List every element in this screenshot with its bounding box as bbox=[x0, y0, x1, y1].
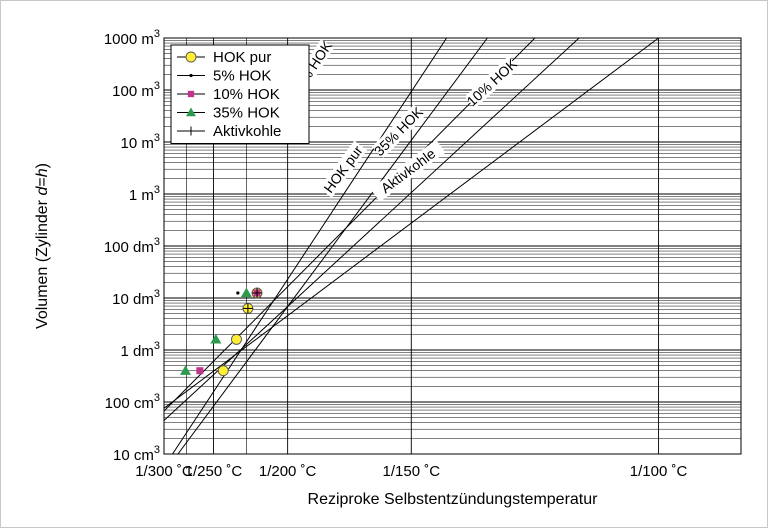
y-tick-labels: 10 cm3 100 cm3 1 dm3 10 dm3 100 dm3 1 m3 10 m3… bbox=[104, 28, 160, 464]
x-tick-labels: 1/300 ˚C1/250 ˚C 1/200 ˚C 1/150 ˚C 1/100 ˚C bbox=[135, 463, 687, 480]
y-tick-label: 10 m3 bbox=[121, 132, 160, 152]
x-tick-label: 1/200 ˚C bbox=[259, 463, 317, 480]
y-tick-label: 1000 m3 bbox=[104, 28, 160, 48]
data-point-dot bbox=[189, 73, 193, 78]
data-point bbox=[196, 367, 204, 375]
y-tick-label: 1 m3 bbox=[129, 184, 160, 204]
x-tick-label: 1/250 ˚C bbox=[185, 463, 243, 480]
data-point-dot bbox=[236, 291, 240, 295]
legend-item: 10% HOK bbox=[177, 86, 280, 103]
trend-line bbox=[172, 38, 448, 454]
legend-label: 35% HOK bbox=[213, 105, 280, 122]
data-point-triangle bbox=[210, 333, 222, 344]
y-tick-label: 10 cm3 bbox=[113, 444, 160, 464]
data-point bbox=[231, 333, 242, 345]
x-tick-label: 1/150 ˚C bbox=[383, 463, 441, 480]
y-tick-label: 1 dm3 bbox=[121, 340, 160, 360]
line-label-group: 10% HOK bbox=[463, 55, 520, 109]
legend-item: 35% HOK bbox=[177, 105, 280, 122]
y-axis-label: Volumen (Zylinder d=h) bbox=[34, 163, 51, 329]
data-point bbox=[252, 287, 263, 298]
data-point-circle bbox=[217, 365, 229, 377]
legend-item: HOK pur bbox=[177, 49, 271, 66]
x-tick-label: 1/100 ˚C bbox=[630, 463, 688, 480]
plot-border bbox=[163, 37, 742, 455]
data-point bbox=[242, 303, 253, 314]
y-tick-label: 100 m3 bbox=[112, 80, 160, 100]
y-tick-label: 10 dm3 bbox=[112, 288, 160, 308]
line-label: 10% HOK bbox=[463, 55, 520, 109]
data-point-circle bbox=[185, 51, 197, 63]
data-point-triangle bbox=[240, 287, 252, 298]
trend-line bbox=[177, 38, 488, 454]
x-axis-label: Reziproke Selbstentzündungstemperatur bbox=[308, 491, 599, 508]
legend-item: Aktivkohle bbox=[177, 123, 281, 140]
data-points bbox=[180, 287, 263, 377]
data-point-square bbox=[196, 367, 204, 375]
legend-label: Aktivkohle bbox=[213, 123, 281, 140]
data-point bbox=[240, 287, 252, 298]
y-tick-label: 100 cm3 bbox=[105, 392, 160, 412]
line-label-bg bbox=[464, 56, 519, 109]
data-point bbox=[236, 291, 240, 295]
data-point bbox=[217, 365, 229, 377]
line-label-bg bbox=[370, 139, 446, 202]
legend-label: 5% HOK bbox=[213, 68, 271, 85]
legend-label: 10% HOK bbox=[213, 86, 280, 103]
data-point-triangle bbox=[180, 365, 192, 375]
x-tick-label: 1/300 ˚C bbox=[135, 463, 193, 480]
legend-item: 5% HOK bbox=[177, 68, 271, 85]
line-label-bg bbox=[318, 140, 368, 198]
data-point-circle bbox=[231, 333, 242, 345]
y-tick-label: 100 dm3 bbox=[104, 236, 160, 256]
data-point bbox=[180, 365, 192, 375]
trend-line bbox=[164, 38, 659, 409]
data-point-square bbox=[187, 90, 195, 98]
data-point bbox=[210, 333, 222, 344]
line-label-bg bbox=[371, 104, 425, 159]
data-point-triangle bbox=[186, 107, 196, 117]
legend-label: HOK pur bbox=[213, 49, 271, 66]
